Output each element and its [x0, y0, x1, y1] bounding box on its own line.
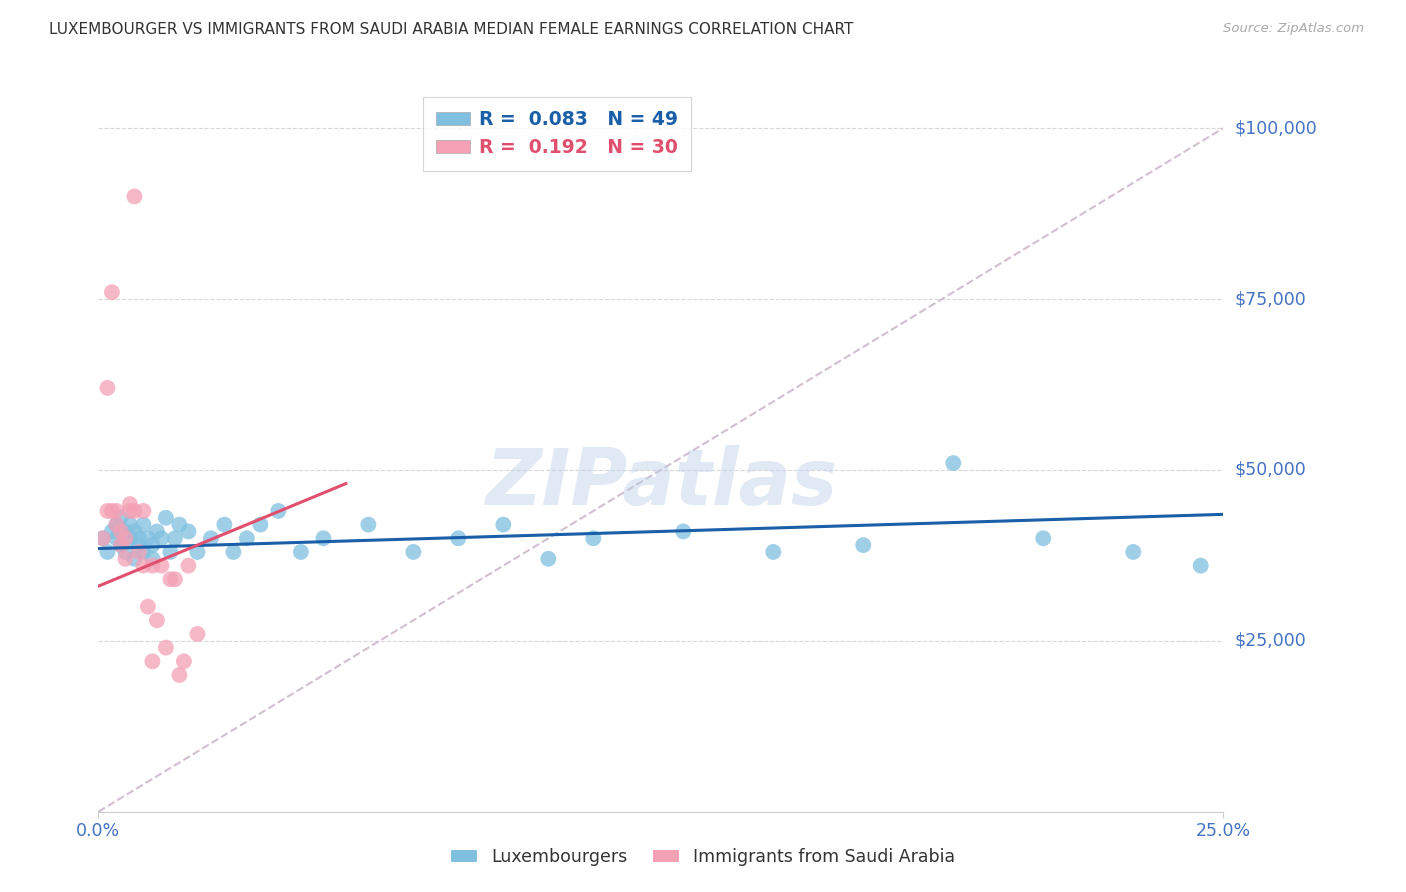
- Point: [236, 531, 259, 545]
- Point: [290, 545, 312, 559]
- Point: [141, 558, 163, 573]
- Point: [1122, 545, 1144, 559]
- Point: [155, 510, 177, 524]
- Point: [249, 517, 271, 532]
- Point: [173, 654, 195, 668]
- Point: [105, 517, 128, 532]
- Point: [141, 654, 163, 668]
- Point: [582, 531, 605, 545]
- Point: [136, 531, 159, 545]
- Point: [1032, 531, 1054, 545]
- Point: [447, 531, 470, 545]
- Point: [96, 504, 118, 518]
- Point: [128, 531, 150, 545]
- Point: [110, 524, 132, 539]
- Point: [402, 545, 425, 559]
- Point: [163, 572, 186, 586]
- Point: [146, 524, 169, 539]
- Point: [132, 504, 155, 518]
- Point: [1189, 558, 1212, 573]
- Point: [159, 545, 181, 559]
- Point: [105, 504, 128, 518]
- Point: [132, 517, 155, 532]
- Point: [357, 517, 380, 532]
- Point: [672, 524, 695, 539]
- Point: [101, 504, 124, 518]
- Point: [159, 572, 181, 586]
- Point: [118, 531, 141, 545]
- Point: [169, 517, 191, 532]
- Point: [214, 517, 236, 532]
- Point: [186, 545, 208, 559]
- Point: [136, 599, 159, 614]
- Text: $50,000: $50,000: [1234, 461, 1306, 479]
- Point: [105, 517, 128, 532]
- Point: [91, 531, 114, 545]
- Text: LUXEMBOURGER VS IMMIGRANTS FROM SAUDI ARABIA MEDIAN FEMALE EARNINGS CORRELATION : LUXEMBOURGER VS IMMIGRANTS FROM SAUDI AR…: [49, 22, 853, 37]
- Point: [146, 613, 169, 627]
- Point: [163, 531, 186, 545]
- Point: [110, 510, 132, 524]
- Point: [132, 558, 155, 573]
- Point: [124, 551, 146, 566]
- Point: [141, 538, 163, 552]
- Point: [150, 531, 173, 545]
- Point: [150, 558, 173, 573]
- Point: [114, 545, 136, 559]
- Point: [186, 627, 208, 641]
- Point: [312, 531, 335, 545]
- Legend: Luxembourgers, Immigrants from Saudi Arabia: Luxembourgers, Immigrants from Saudi Ara…: [441, 839, 965, 874]
- Point: [101, 524, 124, 539]
- Point: [91, 531, 114, 545]
- Point: [96, 545, 118, 559]
- Point: [114, 551, 136, 566]
- Text: ZIPatlas: ZIPatlas: [485, 444, 837, 521]
- Point: [110, 538, 132, 552]
- Point: [114, 531, 136, 545]
- Point: [852, 538, 875, 552]
- Point: [114, 524, 136, 539]
- Point: [942, 456, 965, 470]
- Point: [267, 504, 290, 518]
- Point: [141, 551, 163, 566]
- Point: [537, 551, 560, 566]
- Point: [492, 517, 515, 532]
- Point: [132, 545, 155, 559]
- Point: [762, 545, 785, 559]
- Point: [169, 668, 191, 682]
- Point: [155, 640, 177, 655]
- Text: $75,000: $75,000: [1234, 290, 1306, 308]
- Point: [177, 524, 200, 539]
- Legend: R =  0.083   N = 49, R =  0.192   N = 30: R = 0.083 N = 49, R = 0.192 N = 30: [423, 97, 692, 170]
- Point: [118, 517, 141, 532]
- Point: [118, 497, 141, 511]
- Point: [105, 531, 128, 545]
- Point: [124, 504, 146, 518]
- Point: [101, 285, 124, 300]
- Point: [124, 189, 146, 203]
- Text: Source: ZipAtlas.com: Source: ZipAtlas.com: [1223, 22, 1364, 36]
- Point: [110, 538, 132, 552]
- Point: [124, 524, 146, 539]
- Point: [128, 545, 150, 559]
- Point: [118, 504, 141, 518]
- Point: [128, 538, 150, 552]
- Point: [177, 558, 200, 573]
- Text: $25,000: $25,000: [1234, 632, 1306, 650]
- Text: $100,000: $100,000: [1234, 120, 1317, 137]
- Point: [96, 381, 118, 395]
- Point: [222, 545, 245, 559]
- Point: [200, 531, 222, 545]
